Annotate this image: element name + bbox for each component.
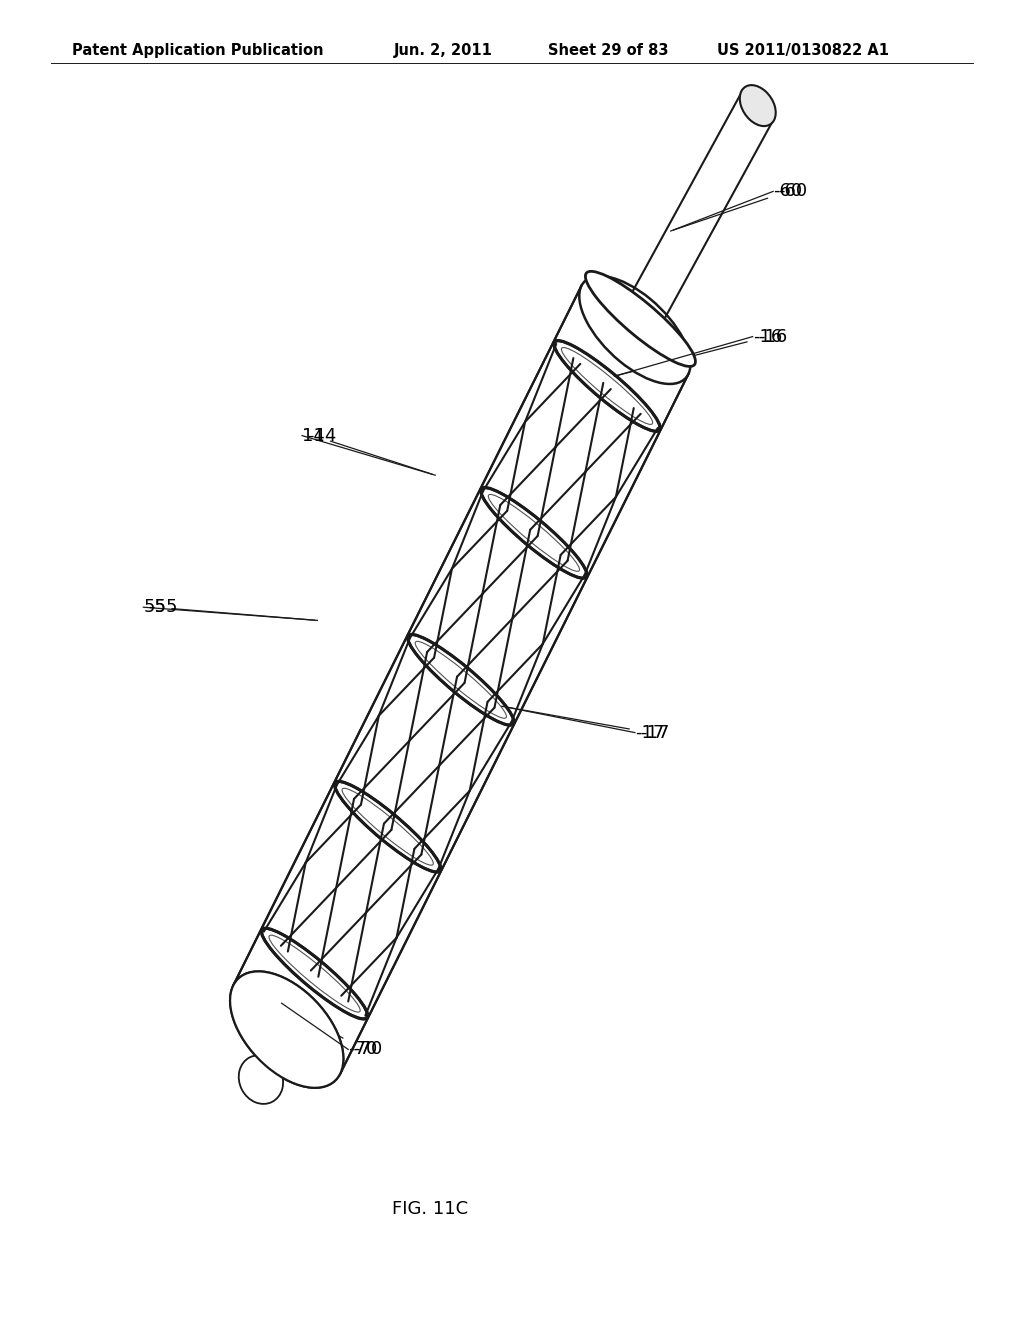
Text: FIG. 11C: FIG. 11C — [392, 1200, 468, 1218]
Text: -55: -55 — [148, 598, 178, 616]
Text: -70: -70 — [284, 1005, 378, 1059]
Ellipse shape — [269, 935, 360, 1012]
Text: -60: -60 — [778, 182, 807, 201]
Text: Jun. 2, 2011: Jun. 2, 2011 — [394, 42, 494, 58]
Ellipse shape — [580, 276, 690, 384]
Ellipse shape — [481, 488, 587, 578]
Ellipse shape — [586, 272, 695, 367]
Text: Patent Application Publication: Patent Application Publication — [72, 42, 324, 58]
Text: -16: -16 — [617, 327, 782, 375]
Ellipse shape — [342, 788, 433, 865]
Text: -17: -17 — [640, 723, 670, 742]
Ellipse shape — [415, 642, 507, 718]
Ellipse shape — [561, 347, 652, 425]
Ellipse shape — [262, 928, 368, 1019]
Ellipse shape — [554, 341, 659, 432]
Ellipse shape — [230, 972, 343, 1088]
Text: US 2011/0130822 A1: US 2011/0130822 A1 — [717, 42, 889, 58]
Text: Sheet 29 of 83: Sheet 29 of 83 — [548, 42, 669, 58]
Text: 55: 55 — [143, 598, 314, 620]
Ellipse shape — [739, 84, 776, 127]
Text: -16: -16 — [758, 327, 787, 346]
Text: -60: -60 — [674, 182, 802, 230]
Ellipse shape — [239, 1055, 283, 1104]
Ellipse shape — [230, 972, 343, 1088]
Ellipse shape — [409, 635, 513, 725]
Text: -14: -14 — [307, 426, 337, 445]
Text: 14: 14 — [302, 426, 432, 474]
Ellipse shape — [488, 495, 580, 572]
Ellipse shape — [335, 781, 440, 871]
Text: -70: -70 — [353, 1040, 383, 1059]
Text: -17: -17 — [505, 706, 665, 742]
